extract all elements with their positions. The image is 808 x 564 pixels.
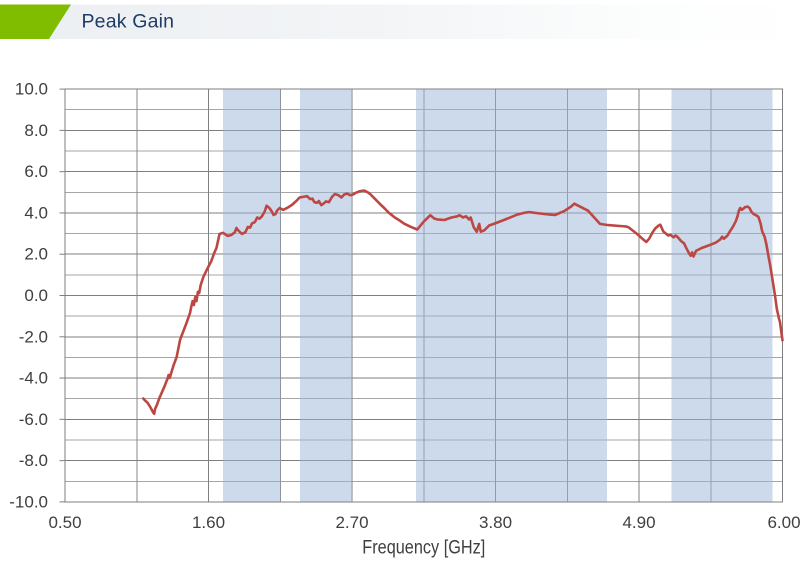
svg-text:Frequency [GHz]: Frequency [GHz] [362,537,485,559]
svg-text:6.0: 6.0 [24,162,48,181]
svg-text:0.0: 0.0 [24,286,48,305]
svg-text:-10.0: -10.0 [9,492,48,511]
svg-text:2.70: 2.70 [335,513,368,532]
svg-text:4.90: 4.90 [622,513,655,532]
svg-text:2.0: 2.0 [24,245,48,264]
svg-text:6.00: 6.00 [767,513,800,532]
svg-text:-4.0: -4.0 [19,369,48,388]
svg-text:8.0: 8.0 [24,121,48,140]
svg-text:3.80: 3.80 [479,513,512,532]
svg-text:-8.0: -8.0 [19,451,48,470]
svg-text:-2.0: -2.0 [19,327,48,346]
svg-text:0.50: 0.50 [48,513,81,532]
svg-text:-6.0: -6.0 [19,410,48,429]
svg-text:10.0: 10.0 [15,80,48,99]
svg-text:4.0: 4.0 [24,203,48,222]
svg-text:1.60: 1.60 [192,513,225,532]
svg-text:Peak Gain: Peak Gain [82,11,175,33]
